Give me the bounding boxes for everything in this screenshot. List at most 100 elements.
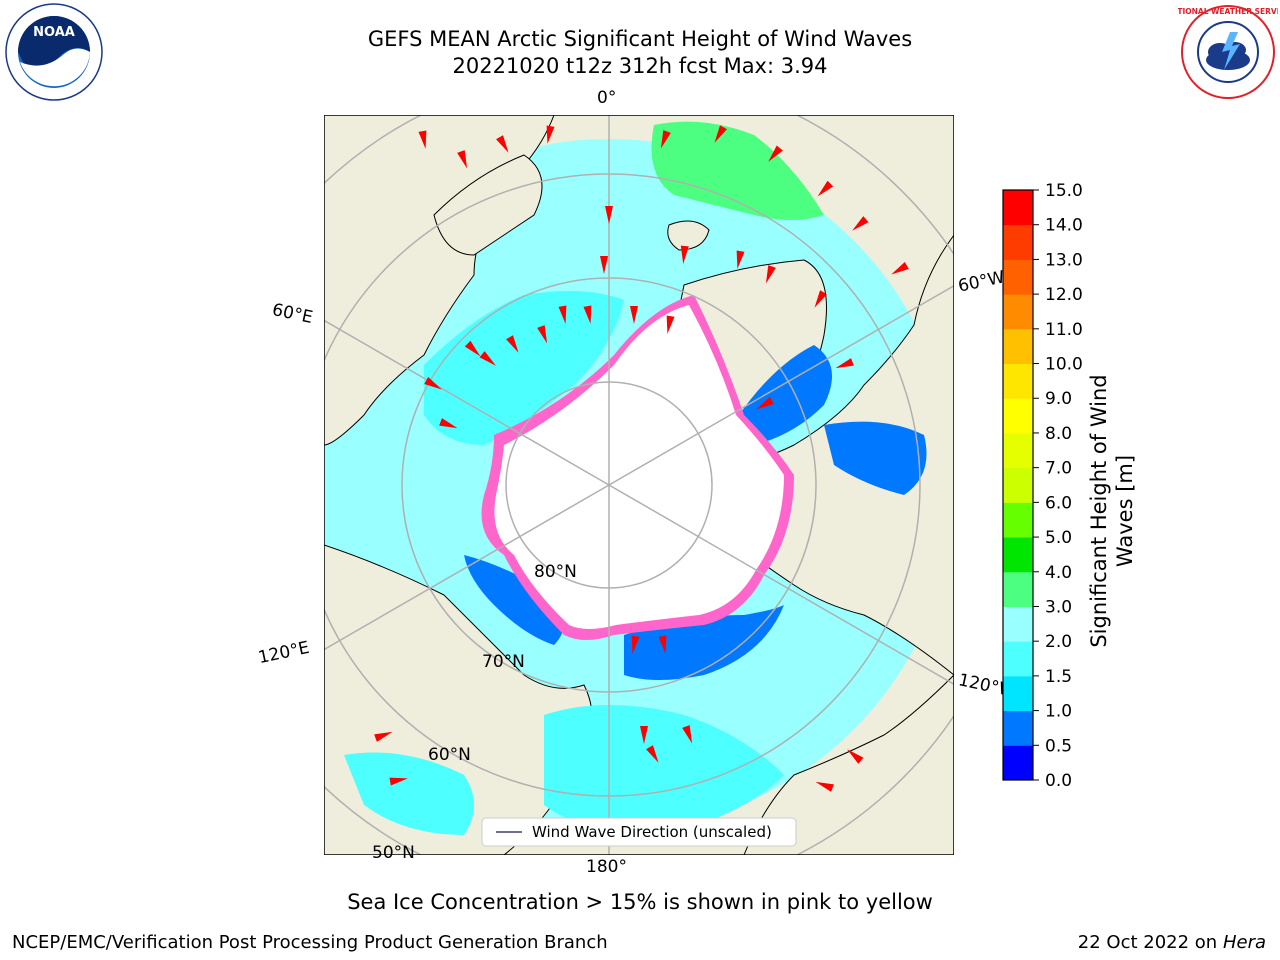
wind-wave-arrow [835,358,854,369]
colorbar-tick-label: 0.5 [1045,736,1072,756]
noaa-logo-text: NOAA [33,25,75,40]
okhotsk-waves [344,752,474,835]
footer-date-text: 22 Oct 2022 on [1077,932,1223,953]
legend-label: Wind Wave Direction (unscaled) [532,823,772,841]
colorbar-title-line1: Significant Height of Wind [1087,374,1111,648]
wind-wave-arrow [439,418,458,429]
nws-logo: NATIONAL WEATHER SERVICE [1178,4,1278,100]
colorbar-cell [1003,502,1033,538]
meridian-label-180: 180° [586,857,627,877]
wind-wave-arrow [817,180,834,197]
colorbar-tick-label: 1.0 [1045,702,1072,722]
wind-wave-arrow [736,250,745,269]
colorbar-tick-label: 0.0 [1045,771,1072,790]
wind-wave-arrow [891,262,909,275]
colorbar-tick-label: 9.0 [1045,389,1072,409]
colorbar-tick-label: 14.0 [1045,216,1083,236]
colorbar-tick-label: 1.5 [1045,667,1072,687]
wind-wave-arrow [418,130,427,149]
meridian-label-0: 0° [597,88,617,108]
wind-wave-arrow [765,265,776,284]
wind-wave-arrow [756,397,774,410]
beaufort-waves [624,605,784,680]
colorbar-cell [1003,432,1033,469]
colorbar-cell [1003,398,1033,434]
wind-wave-arrow [389,777,408,786]
colorbar-tick-label: 13.0 [1045,250,1083,270]
wind-wave-arrow [457,150,468,169]
wind-wave-arrow [714,125,727,143]
parallel-label-80n: 80°N [534,562,577,582]
wind-wave-arrow [464,340,481,357]
wind-wave-arrow [605,206,613,224]
colorbar-cell [1003,294,1033,330]
wind-wave-arrow [847,749,864,764]
colorbar-tick-label: 6.0 [1045,493,1072,513]
parallel-label-50n: 50°N [372,843,415,863]
wind-wave-arrow [640,726,648,744]
footer-host: Hera [1222,932,1266,953]
wind-wave-arrow [815,781,834,792]
colorbar-tick-label: 2.0 [1045,632,1072,652]
wind-wave-arrow [666,315,675,334]
wind-wave-arrow [424,377,442,390]
green-sea-region [651,121,824,220]
colorbar-cell [1003,363,1033,399]
wind-wave-arrow [583,305,592,324]
footer-date: 22 Oct 2022 on Hera [1078,932,1266,953]
noaa-logo: NOAA [5,3,103,101]
nws-ring-text: NATIONAL WEATHER SERVICE [1178,7,1278,16]
map-legend: Wind Wave Direction (unscaled) [481,817,797,847]
wind-wave-arrow [537,325,548,344]
colorbar-tick-label: 15.0 [1045,181,1083,201]
arctic-map: Wind Wave Direction (unscaled) [324,115,954,855]
colorbar-cell [1003,606,1033,642]
scandinavia-land [433,154,543,256]
wind-wave-arrow [682,725,693,744]
wind-wave-arrow [546,125,555,144]
wind-wave-arrow [631,635,640,654]
wind-wave-arrow [680,245,689,264]
colorbar-title: Significant Height of Wind Waves [m] [1086,331,1138,691]
chart-title: GEFS MEAN Arctic Significant Height of W… [367,27,913,51]
colorbar: 0.0 0.5 1.0 1.5 2.0 3.0 4.0 5.0 6.0 7.0 8.0 9.0 10.0… [1002,181,1083,790]
colorbar-cell [1003,745,1033,781]
wind-wave-arrow [852,216,869,231]
hudson-waves [824,421,927,495]
colorbar-frame [1002,189,1034,781]
colorbar-cell [1003,641,1033,677]
colorbar-cell [1003,224,1033,260]
colorbar-tick-label: 12.0 [1045,285,1083,305]
wind-wave-arrow [479,351,496,366]
chart-subtitle: 20221020 t12z 312h fcst Max: 3.94 [452,54,828,78]
wind-wave-arrow [646,745,659,763]
meridian-label-60e: 60°E [270,299,315,329]
footer-credit: NCEP/EMC/Verification Post Processing Pr… [12,932,608,953]
colorbar-tick-label: 7.0 [1045,459,1072,479]
wind-wave-arrow [660,130,671,149]
laptev-waves [464,555,564,645]
wind-wave-arrow [558,305,567,324]
colorbar-cell [1003,328,1033,365]
colorbar-cell [1003,571,1033,607]
colorbar-tick-label: 3.0 [1045,597,1072,617]
sea-ice-caption: Sea Ice Concentration > 15% is shown in … [347,890,933,914]
colorbar-cell [1003,467,1033,503]
wind-wave-arrow [374,731,393,742]
wind-wave-arrow [658,635,667,654]
bering-waves [544,705,784,835]
wind-wave-arrow [600,256,608,274]
parallel-label-60n: 60°N [428,745,471,765]
wind-wave-arrows [374,125,909,792]
wind-wave-arrow [814,290,827,308]
colorbar-cell [1003,710,1033,746]
wind-wave-arrow [506,335,519,353]
colorbar-cell [1003,537,1033,573]
colorbar-tick-label: 8.0 [1045,424,1072,444]
colorbar-cell [1003,259,1033,295]
parallel-label-70n: 70°N [482,652,525,672]
wind-wave-arrow [768,145,783,162]
colorbar-tick-label: 10.0 [1045,355,1083,375]
colorbar-cell [1003,675,1033,712]
colorbar-tick-label: 11.0 [1045,320,1083,340]
